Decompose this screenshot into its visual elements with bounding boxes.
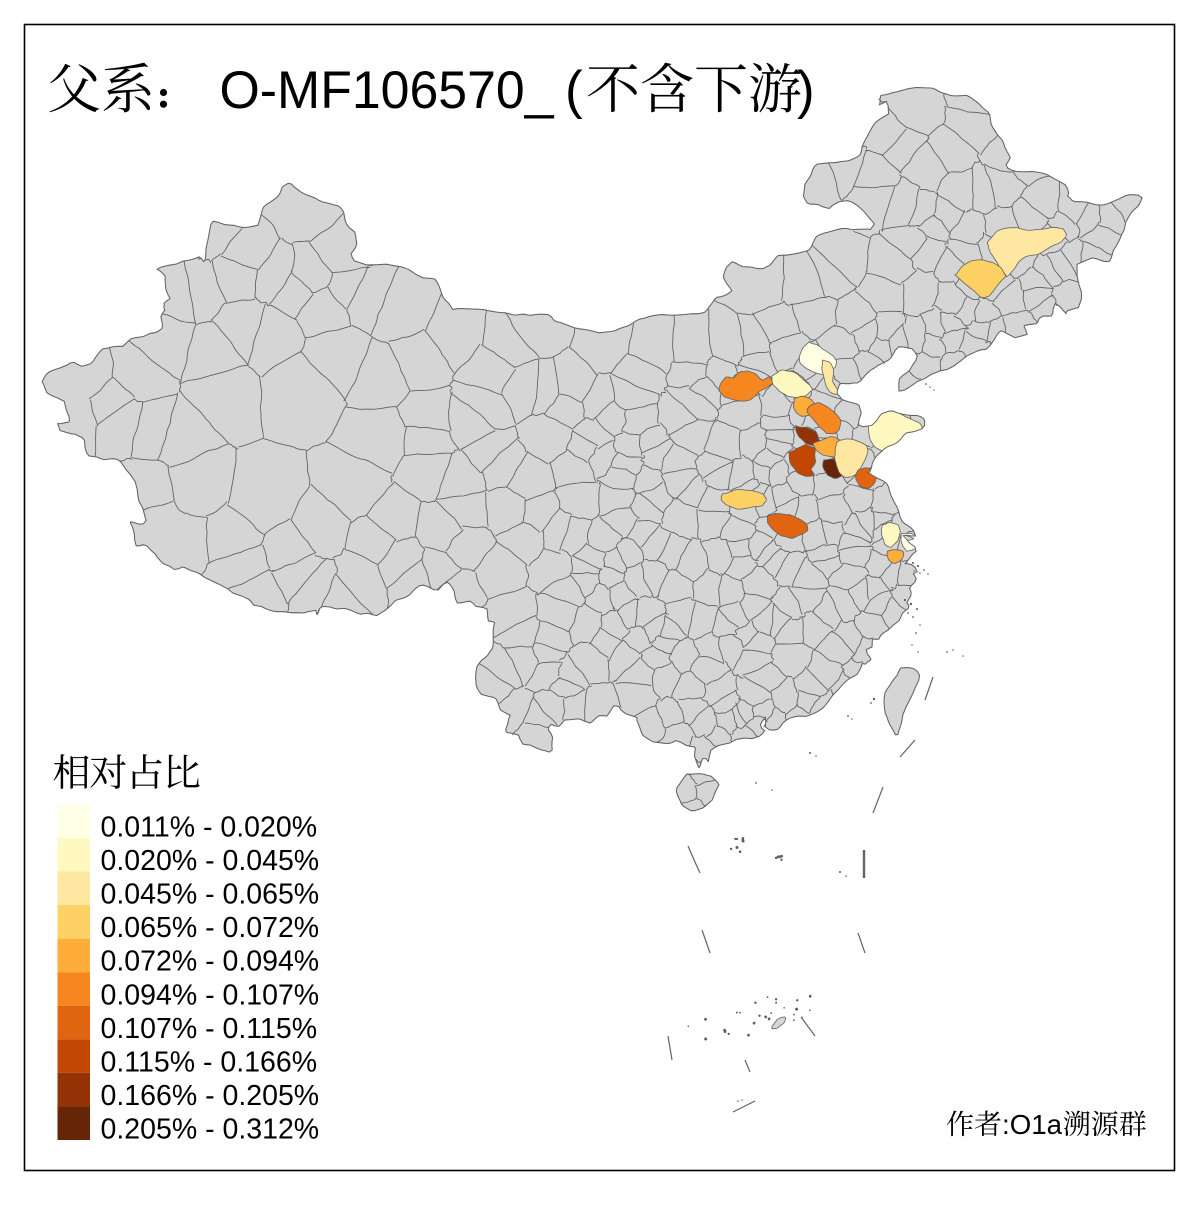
svg-text:0.166% - 0.205%: 0.166% - 0.205% [101,1080,320,1112]
svg-text:0.011% - 0.020%: 0.011% - 0.020% [101,812,318,844]
svg-text:): ) [797,61,815,120]
svg-text:0.065% - 0.072%: 0.065% - 0.072% [101,912,320,944]
svg-text:(: ( [565,61,583,120]
svg-text:0.020% - 0.045%: 0.020% - 0.045% [101,845,320,877]
svg-text::O1a: :O1a [1002,1109,1062,1140]
svg-text:O-MF106570_: O-MF106570_ [220,61,555,120]
svg-text:0.072% - 0.094%: 0.072% - 0.094% [101,946,320,978]
svg-text:0.094% - 0.107%: 0.094% - 0.107% [101,979,320,1011]
svg-text:0.045% - 0.065%: 0.045% - 0.065% [101,879,320,911]
svg-text:0.107% - 0.115%: 0.107% - 0.115% [101,1013,318,1045]
svg-text:0.205% - 0.312%: 0.205% - 0.312% [101,1114,320,1146]
svg-text:0.115% - 0.166%: 0.115% - 0.166% [101,1046,318,1078]
